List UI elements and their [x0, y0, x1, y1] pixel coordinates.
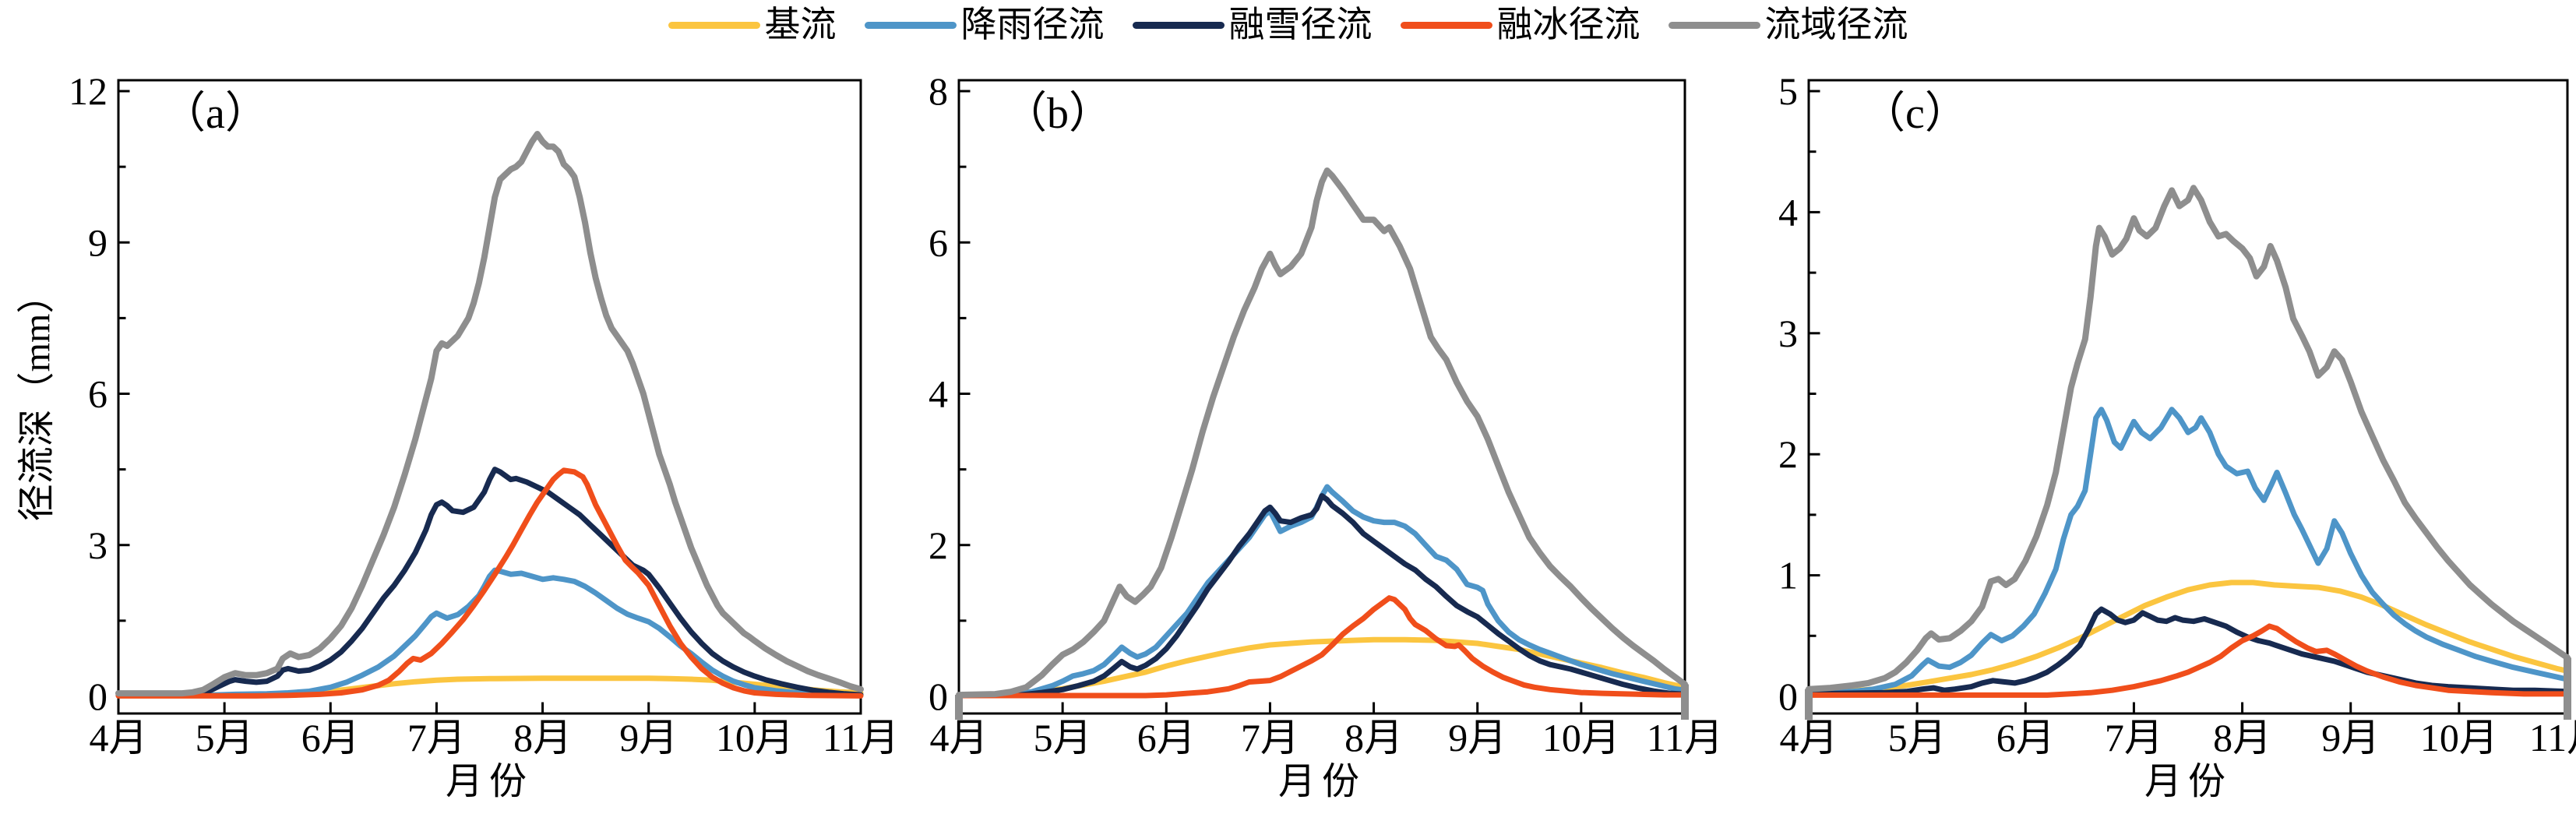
series-snowmelt_runoff-line	[115, 467, 864, 699]
x-tick-label: 11月	[1647, 716, 1723, 759]
legend-item-rain_runoff: 降雨径流	[864, 5, 1105, 44]
y-tick-label: 8	[929, 69, 948, 113]
series-rain_runoff-line	[956, 484, 1688, 699]
panel-letter-b: （b）	[1003, 90, 1112, 138]
series-icemelt_runoff-line	[115, 467, 864, 699]
x-tick-label: 10月	[2420, 716, 2498, 759]
x-tick-label: 5月	[1888, 716, 1947, 759]
x-tick-label: 10月	[1542, 716, 1620, 759]
y-tick-label: 3	[1778, 312, 1798, 355]
legend-label-snowmelt_runoff: 融雪径流	[1228, 5, 1373, 44]
x-tick-label: 6月	[1137, 716, 1196, 759]
legend-label-rain_runoff: 降雨径流	[960, 5, 1105, 44]
y-tick-label: 0	[1778, 675, 1798, 718]
x-tick-label: 6月	[1996, 716, 2055, 759]
series-rain_runoff-line	[1806, 407, 2571, 697]
series-rain_runoff-line	[115, 567, 864, 699]
x-axis-title-b: 月份	[1277, 761, 1366, 802]
y-tick-label: 6	[88, 372, 107, 416]
legend-item-baseflow: 基流	[668, 7, 837, 43]
panel-letter-a: （a）	[162, 90, 269, 138]
x-tick-label: 5月	[1034, 716, 1092, 759]
panel-letter-c: （c）	[1862, 90, 1968, 138]
legend-item-snowmelt_runoff: 融雪径流	[1132, 5, 1373, 44]
x-tick-label: 10月	[716, 716, 794, 759]
axes-frame	[957, 79, 1686, 715]
series-icemelt_runoff-line	[1806, 623, 2571, 698]
y-tick-label: 3	[88, 523, 107, 567]
x-tick-label: 5月	[196, 716, 254, 759]
x-tick-label: 4月	[1780, 716, 1838, 759]
x-tick-label: 4月	[930, 716, 988, 759]
x-tick-label: 9月	[619, 716, 678, 759]
x-tick-label: 6月	[301, 716, 360, 759]
x-tick-label: 8月	[1344, 716, 1403, 759]
x-axis-title-a: 月份	[445, 761, 533, 802]
snowmelt_runoff-line-swatch-icon	[1132, 21, 1225, 29]
series-snowmelt_runoff-line	[956, 493, 1688, 699]
series-basin_runoff-line	[956, 167, 1688, 699]
y-tick-label: 9	[88, 220, 107, 264]
x-tick-label: 11月	[823, 716, 899, 759]
axes-frame	[117, 79, 862, 715]
series-basin_runoff-line	[115, 131, 864, 697]
y-tick-label: 4	[929, 372, 948, 416]
basin_runoff-line-swatch-icon	[1668, 21, 1760, 29]
y-tick-label: 2	[929, 523, 948, 567]
x-tick-label: 7月	[407, 716, 466, 759]
y-tick-label: 5	[1778, 69, 1798, 113]
panel-c: 0 1 2 3 4 5 4月 5月 6月 7月 8月 9月 10月 11月	[1778, 69, 2576, 759]
legend-item-icemelt_runoff: 融冰径流	[1400, 5, 1640, 44]
x-tick-label: 9月	[1448, 716, 1506, 759]
x-tick-label: 11月	[2529, 716, 2576, 759]
y-tick-label: 1	[1778, 554, 1798, 597]
y-tick-label: 12	[69, 69, 107, 113]
panel-b: 0 2 4 6 8 4月 5月 6月 7月 8月 9月 10月 11月	[929, 69, 1723, 759]
y-tick-label: 2	[1778, 432, 1798, 476]
y-tick-label: 0	[929, 675, 948, 718]
x-tick-label: 4月	[90, 716, 148, 759]
y-axis-title: 径流深（mm）	[16, 276, 58, 522]
legend: 基流 降雨径流 融雪径流 融冰径流 流域径流	[0, 3, 2576, 47]
legend-label-baseflow: 基流	[764, 5, 837, 44]
x-axis-title-c: 月份	[2144, 761, 2232, 802]
series-icemelt_runoff-line	[956, 595, 1688, 699]
x-tick-label: 8月	[513, 716, 572, 759]
series-basin_runoff-line	[1806, 185, 2571, 692]
y-tick-label: 6	[929, 220, 948, 264]
panel-a: 0 3 6 9 12 4月 5月 6月 7月 8月 9月 10月 11月	[69, 69, 899, 759]
baseflow-line-swatch-icon	[668, 21, 760, 29]
legend-label-basin_runoff: 流域径流	[1764, 5, 1908, 44]
legend-label-icemelt_runoff: 融冰径流	[1496, 5, 1640, 44]
legend-item-basin_runoff: 流域径流	[1668, 5, 1908, 44]
icemelt_runoff-line-swatch-icon	[1400, 21, 1492, 29]
rain_runoff-line-swatch-icon	[864, 21, 957, 29]
x-tick-label: 7月	[1241, 716, 1299, 759]
x-tick-label: 9月	[2321, 716, 2380, 759]
x-tick-label: 7月	[2105, 716, 2163, 759]
series-baseflow-line	[1806, 580, 2571, 696]
y-tick-label: 0	[88, 675, 107, 718]
x-tick-label: 8月	[2213, 716, 2271, 759]
y-tick-label: 4	[1778, 190, 1798, 234]
axes-frame	[1807, 79, 2569, 715]
